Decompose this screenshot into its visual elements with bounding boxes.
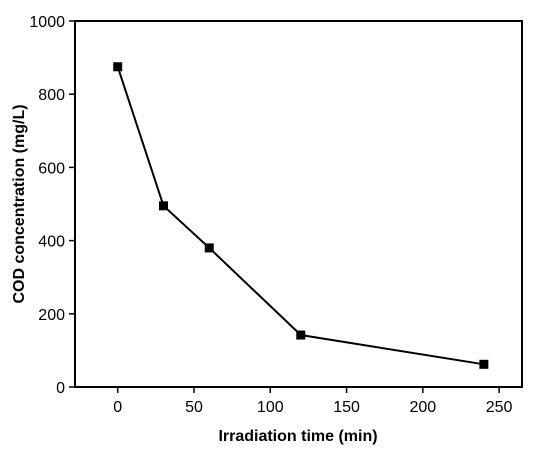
data-point-marker	[296, 330, 306, 340]
data-point-marker	[479, 359, 489, 369]
x-tick-label: 0	[113, 399, 122, 416]
y-tick-label: 1000	[29, 14, 65, 31]
x-tick-label: 50	[185, 399, 203, 416]
x-tick-label: 150	[333, 399, 360, 416]
y-tick-label: 600	[38, 160, 65, 177]
x-axis-ticks: 0 50 100 150 200 250	[113, 387, 513, 416]
y-tick-label: 400	[38, 234, 65, 251]
series-line	[116, 66, 485, 366]
x-tick-label: 200	[409, 399, 436, 416]
data-point-marker	[204, 243, 214, 253]
plot-area-frame	[74, 20, 523, 388]
x-tick-label: 250	[486, 399, 513, 416]
series-layer	[113, 62, 489, 369]
data-point-marker	[113, 62, 123, 72]
y-tick-label: 800	[38, 87, 65, 104]
x-axis-label: Irradiation time (min)	[218, 428, 377, 445]
y-axis-label: COD concentration (mg/L)	[11, 104, 28, 303]
y-tick-label: 0	[56, 380, 65, 397]
x-tick-label: 100	[257, 399, 284, 416]
y-axis-ticks: 0 200 400 600 800 1000	[29, 14, 75, 397]
y-tick-label: 200	[38, 307, 65, 324]
data-point-marker	[158, 201, 168, 211]
